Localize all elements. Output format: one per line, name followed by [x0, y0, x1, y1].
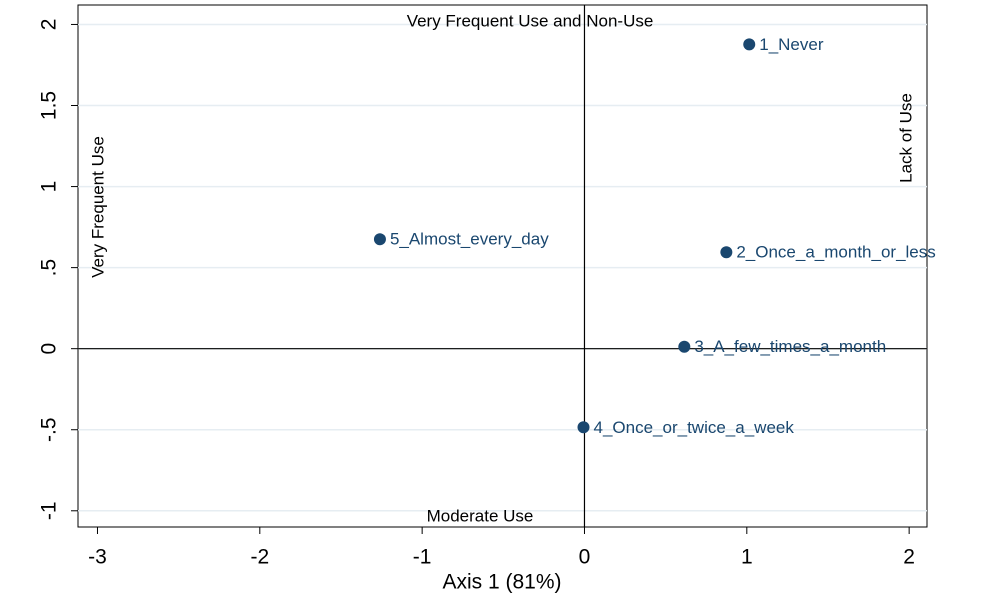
- point: [373, 233, 386, 246]
- point: [720, 246, 733, 259]
- y-tick-label: -.5: [38, 417, 61, 442]
- annotation: Very Frequent Use: [88, 136, 107, 278]
- x-tick-label: 0: [579, 546, 591, 569]
- x-tick-label: 1: [741, 546, 753, 569]
- point: [577, 421, 590, 434]
- x-tick-label: -2: [250, 546, 269, 569]
- x-tick-label: 2: [903, 546, 915, 569]
- annotation: Lack of Use: [896, 93, 915, 183]
- y-tick-label: .5: [38, 259, 61, 277]
- y-tick-label: -1: [38, 501, 61, 520]
- point-label: 1_Never: [759, 35, 824, 54]
- x-tick-label: -3: [88, 546, 107, 569]
- y-tick-label: 1: [38, 181, 61, 193]
- point: [743, 38, 756, 51]
- annotation: Very Frequent Use and Non-Use: [407, 11, 654, 30]
- plot-area: [77, 4, 928, 528]
- point-label: 3_A_few_times_a_month: [694, 337, 886, 356]
- point: [678, 340, 691, 353]
- y-tick-label: 0: [38, 343, 61, 355]
- annotation: Moderate Use: [427, 506, 534, 525]
- y-tick-label: 1.5: [38, 91, 61, 120]
- point-label: 5_Almost_every_day: [390, 230, 549, 249]
- point-label: 2_Once_a_month_or_less: [736, 243, 935, 262]
- x-tick-label: -1: [413, 546, 432, 569]
- y-tick-label: 2: [38, 19, 61, 31]
- x-axis-label: Axis 1 (81%): [442, 571, 561, 594]
- point-label: 4_Once_or_twice_a_week: [594, 418, 795, 437]
